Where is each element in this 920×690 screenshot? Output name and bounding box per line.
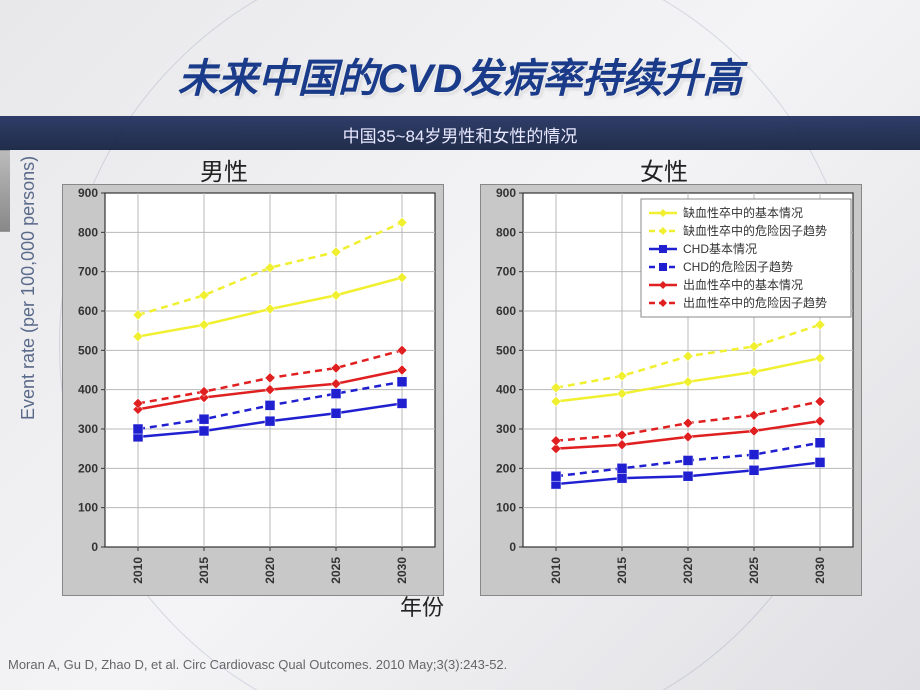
svg-text:缺血性卒中的基本情况: 缺血性卒中的基本情况 <box>683 205 803 220</box>
svg-text:2020: 2020 <box>263 557 277 584</box>
svg-text:100: 100 <box>496 501 516 515</box>
page-title: 未来中国的CVD发病率持续升高 <box>0 46 920 104</box>
svg-text:900: 900 <box>78 186 98 200</box>
svg-text:出血性卒中的基本情况: 出血性卒中的基本情况 <box>683 277 803 292</box>
svg-text:CHD的危险因子趋势: CHD的危险因子趋势 <box>683 259 793 274</box>
svg-text:300: 300 <box>78 422 98 436</box>
svg-text:2030: 2030 <box>813 557 827 584</box>
svg-text:2025: 2025 <box>747 557 761 584</box>
svg-text:900: 900 <box>496 186 516 200</box>
svg-text:0: 0 <box>509 540 516 554</box>
svg-text:出血性卒中的危险因子趋势: 出血性卒中的危险因子趋势 <box>683 295 827 310</box>
y-axis-label: Event rate (per 100,000 persons) <box>18 156 39 420</box>
svg-text:2010: 2010 <box>549 557 563 584</box>
svg-text:500: 500 <box>496 343 516 357</box>
svg-text:600: 600 <box>78 304 98 318</box>
chart-male: 0 100 200 300 400 500 600 700 800 900 2010 2015 2020… <box>62 184 444 596</box>
citation-text: Moran A, Gu D, Zhao D, et al. Circ Cardi… <box>8 657 507 672</box>
svg-text:100: 100 <box>78 501 98 515</box>
panel-label-female: 女性 <box>640 152 688 187</box>
svg-text:2030: 2030 <box>395 557 409 584</box>
page-subtitle: 中国35~84岁男性和女性的情况 <box>0 122 920 147</box>
svg-text:400: 400 <box>496 383 516 397</box>
svg-text:800: 800 <box>78 225 98 239</box>
svg-text:200: 200 <box>78 461 98 475</box>
svg-text:300: 300 <box>496 422 516 436</box>
svg-text:600: 600 <box>496 304 516 318</box>
svg-text:200: 200 <box>496 461 516 475</box>
svg-text:0: 0 <box>91 540 98 554</box>
svg-text:700: 700 <box>78 265 98 279</box>
svg-text:2020: 2020 <box>681 557 695 584</box>
svg-text:CHD基本情况: CHD基本情况 <box>683 242 757 256</box>
svg-text:2025: 2025 <box>329 557 343 584</box>
svg-text:2010: 2010 <box>131 557 145 584</box>
side-decor <box>0 150 10 232</box>
svg-text:2015: 2015 <box>197 557 211 584</box>
svg-text:缺血性卒中的危险因子趋势: 缺血性卒中的危险因子趋势 <box>683 223 827 238</box>
panel-label-male: 男性 <box>200 152 248 187</box>
svg-text:800: 800 <box>496 225 516 239</box>
svg-text:500: 500 <box>78 343 98 357</box>
svg-text:700: 700 <box>496 265 516 279</box>
chart-female: 0 100 200 300 400 500 600 700 800 900 2010 2015 2020… <box>480 184 862 596</box>
svg-text:2015: 2015 <box>615 557 629 584</box>
svg-text:400: 400 <box>78 383 98 397</box>
